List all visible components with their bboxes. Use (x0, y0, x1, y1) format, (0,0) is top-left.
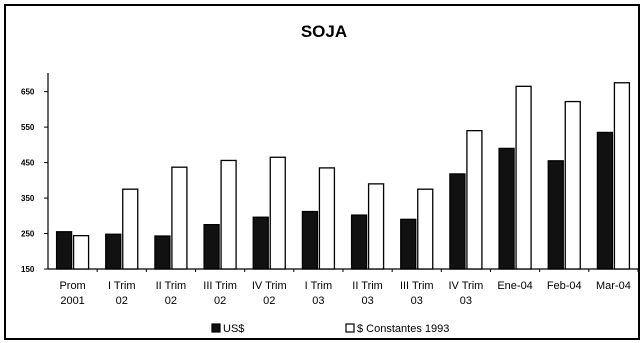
x-tick-label: IV Trim (252, 280, 287, 292)
soja-bar-chart: SOJA 150 250 350 450 550 650 Prom 2001 I Trim 02 II… (21, 22, 639, 335)
bar-constantes-0 (72, 235, 90, 270)
x-tick-label: 2001 (60, 295, 84, 307)
bar-usd-11 (596, 131, 614, 270)
x-tick-label: I Trim (108, 280, 136, 292)
x-tick-label: Mar-04 (596, 280, 631, 292)
bar-usd-8 (449, 173, 466, 270)
x-tick-label: Prom (59, 280, 85, 292)
x-tick-label: 02 (116, 295, 128, 307)
bar-usd-4 (252, 216, 269, 270)
x-tick-label: I Trim (305, 280, 333, 292)
bar-constantes-11 (613, 82, 631, 270)
bar-usd-7 (400, 218, 417, 270)
bar-usd-5 (301, 210, 319, 270)
x-tick-label: III Trim (203, 280, 237, 292)
x-tick-label: 03 (312, 295, 324, 307)
x-tick-label: III Trim (400, 280, 434, 292)
bar-usd-2 (154, 235, 171, 270)
y-tick-label: 650 (21, 88, 35, 97)
bar-constantes-1 (122, 188, 139, 270)
x-tick-label: 02 (214, 295, 226, 307)
bar-constantes-3 (220, 159, 237, 270)
x-tick-label: 03 (411, 295, 423, 307)
bar-constantes-5 (318, 167, 336, 270)
x-tick-label: 02 (165, 295, 177, 307)
y-tick-label: 550 (21, 123, 35, 132)
chart-frame: SOJA 150 250 350 450 550 650 Prom 2001 I Trim 02 II… (4, 4, 640, 340)
y-tick-label: 350 (21, 194, 35, 203)
x-tick-label: IV Trim (448, 280, 483, 292)
x-tick-label: 03 (361, 295, 373, 307)
y-tick-label: 250 (21, 230, 35, 239)
x-tick-label: Feb-04 (547, 280, 582, 292)
bar-constantes-9 (515, 85, 532, 270)
bar-constantes-7 (417, 188, 434, 270)
bar-usd-3 (203, 224, 220, 270)
x-tick-label: 02 (263, 295, 275, 307)
legend-swatch-usd (211, 323, 221, 333)
bar-constantes-8 (466, 130, 483, 270)
bar-constantes-10 (564, 100, 581, 270)
bar-usd-0 (55, 231, 73, 270)
legend-swatch-constantes (345, 323, 355, 333)
bar-usd-1 (105, 233, 122, 270)
bar-constantes-2 (171, 166, 188, 270)
x-tick-label: 03 (460, 295, 472, 307)
x-tick-label: II Trim (352, 280, 383, 292)
bar-usd-10 (547, 160, 564, 270)
chart-title: SOJA (301, 22, 347, 41)
bar-constantes-6 (367, 183, 385, 270)
legend-label-usd: US$ (223, 323, 244, 335)
bar-usd-6 (350, 214, 368, 270)
bar-constantes-4 (269, 156, 286, 270)
legend-label-constantes: $ Constantes 1993 (357, 323, 449, 335)
bar-usd-9 (498, 147, 515, 270)
y-tick-label: 150 (21, 265, 35, 274)
x-tick-label: Ene-04 (497, 280, 532, 292)
x-tick-label: II Trim (156, 280, 187, 292)
y-tick-label: 450 (21, 159, 35, 168)
